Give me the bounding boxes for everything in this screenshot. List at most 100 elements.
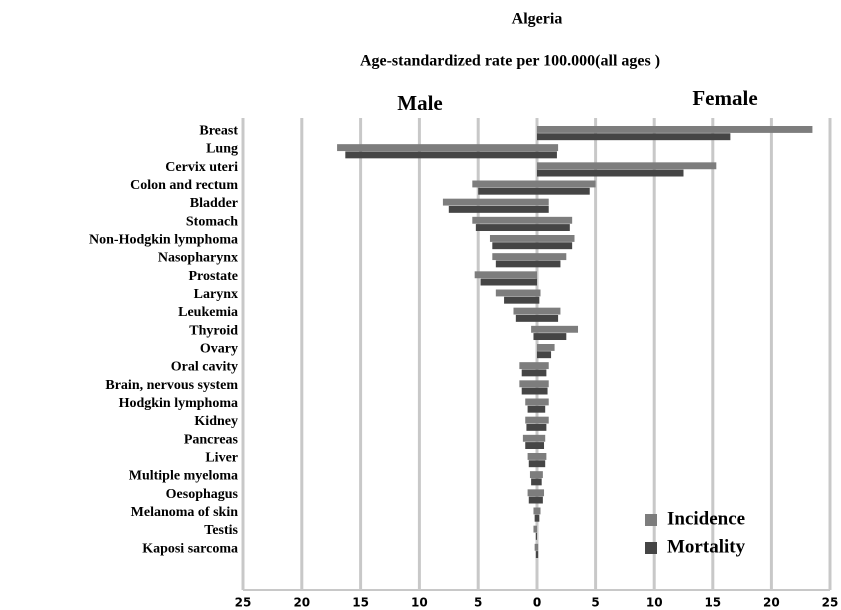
category-label: Testis [204,523,238,538]
bar [521,387,537,395]
bar [537,351,552,359]
bar [537,169,684,177]
bar [537,224,570,232]
bar [519,362,537,370]
legend-label: Incidence [667,508,745,529]
panel-label: Female [692,86,757,110]
bar [537,126,813,133]
category-label: Thyroid [189,323,238,338]
bar [533,525,537,533]
legend-swatch [645,542,657,554]
bar [537,387,548,395]
bar [472,216,537,224]
bar [525,398,537,406]
category-label: Prostate [189,269,239,284]
bar [537,489,545,497]
legend-swatch [645,514,657,526]
category-label: Cervix uteri [165,160,238,175]
bar [527,489,537,497]
category-label: Kidney [194,414,238,429]
bar [527,453,537,460]
bar [537,198,549,206]
category-label: Hodgkin lymphoma [119,396,238,411]
category-label: Multiple myeloma [129,469,238,484]
x-tick-label: 25 [822,596,839,610]
bar [537,260,561,268]
bar [528,460,537,468]
bar [537,253,567,261]
x-tick-label: 10 [411,596,428,610]
category-label: Brain, nervous system [105,378,238,393]
bar [534,543,537,551]
bar [442,198,537,206]
category-label: Kaposi sarcoma [142,541,238,556]
bar [537,423,547,431]
x-tick-label: 15 [352,596,369,610]
bar [537,289,541,297]
bar [535,532,537,540]
bar [528,496,537,504]
legend-label: Mortality [667,536,746,557]
bar [492,242,537,250]
bar [537,380,549,388]
bar [492,253,537,261]
x-tick-label: 0 [533,596,541,610]
chart-subtitle: Age-standardized rate per 100.000(all ag… [360,53,660,70]
bar [537,460,546,468]
bar [495,260,537,268]
bar [515,314,537,322]
category-label: Bladder [190,196,238,211]
category-label: Breast [199,123,238,138]
bar [537,325,579,333]
bar [537,405,546,413]
bar [537,296,540,304]
category-label: Nasopharynx [158,251,238,266]
bar [537,307,561,315]
bar [489,235,537,242]
bar [480,278,537,286]
bar [537,416,549,424]
bar [478,187,537,195]
bar [513,307,537,315]
bar [537,144,559,152]
bar [533,507,537,515]
x-tick-label: 20 [293,596,310,610]
x-tick-label: 10 [646,596,663,610]
category-label: Leukemia [178,305,238,320]
bar [535,551,537,559]
category-label: Lung [206,142,238,157]
bar [537,187,590,195]
bar [537,369,547,377]
bar [537,442,545,450]
category-label: Melanoma of skin [131,505,239,520]
category-label: Larynx [194,287,238,302]
x-tick-label: 20 [763,596,780,610]
bar [448,205,537,213]
x-tick-label: 25 [235,596,252,610]
x-tick-label: 15 [704,596,721,610]
bar [537,471,543,479]
bar [522,434,537,442]
bar [495,289,537,297]
bar [533,333,537,341]
bar [537,514,540,522]
bar [537,478,542,486]
bar [537,133,731,141]
x-tick-label: 5 [474,596,482,610]
bar [345,151,537,159]
bar [529,471,537,479]
bar [537,162,717,170]
category-label: Non-Hodgkin lymphoma [89,232,238,247]
bar [537,333,567,341]
x-tick-label: 5 [591,596,599,610]
bar [504,296,537,304]
bar [537,543,539,551]
category-label: Oesophagus [166,487,239,502]
bar [472,180,537,188]
bar [474,271,537,279]
bar [537,314,559,322]
bar [531,478,537,486]
bar [537,434,546,442]
bar [537,453,547,460]
